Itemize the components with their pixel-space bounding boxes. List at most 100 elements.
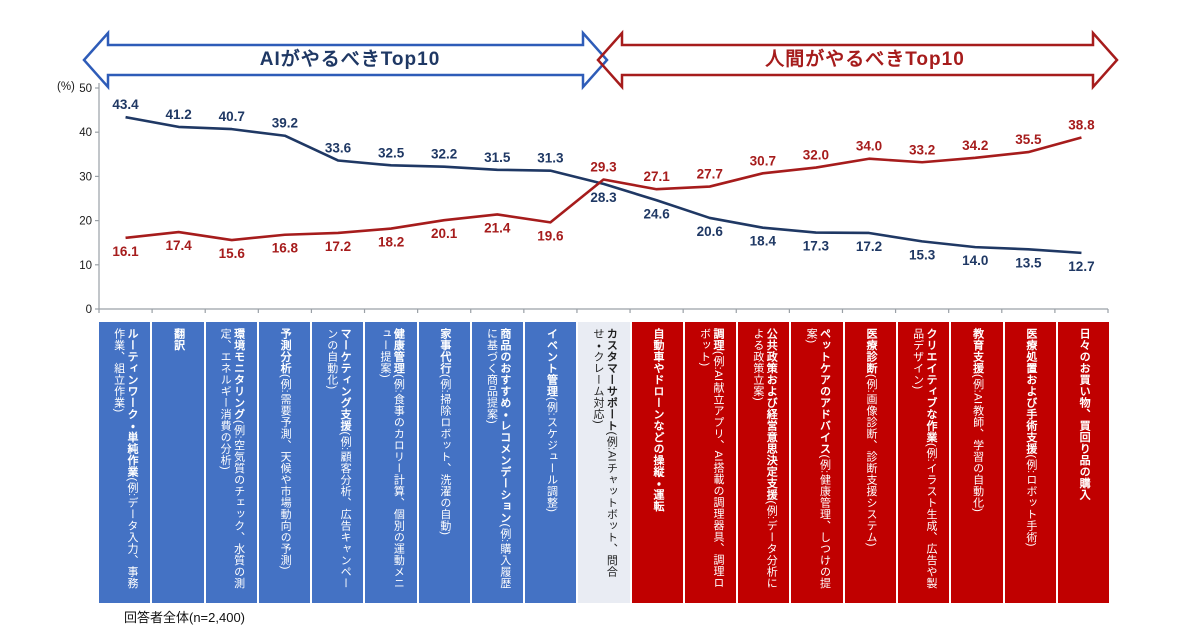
data-point-label: 29.3 — [590, 159, 617, 174]
category-desc: (例:購入履歴に基づく商品提案) — [485, 328, 511, 589]
category-box-ai: 環境モニタリング(例:空気質のチェック、水質の測定、エネルギー消費の分析) — [205, 322, 257, 603]
category-box-human: 教育支援(例:AI教師、学習の自動化) — [951, 322, 1003, 603]
category-desc: (例:掃除ロボット、洗濯の自動) — [438, 374, 451, 536]
category-desc: (例:AIチャットボット、問合せ・クレーム対応) — [592, 328, 618, 578]
category-title: 教育支援 — [971, 328, 984, 374]
data-point-label: 38.8 — [1068, 118, 1095, 133]
category-desc: (例:需要予測、天候や市場動向の予測) — [279, 374, 292, 570]
data-point-label: 27.7 — [697, 167, 723, 182]
data-point-label: 32.5 — [378, 145, 405, 160]
data-point-label: 27.1 — [643, 169, 670, 184]
category-desc: (例:空気質のチェック、水質の測定、エネルギー消費の分析) — [219, 328, 245, 589]
category-desc: (例:AI教師、学習の自動化) — [971, 374, 984, 513]
category-box-human: ペットケアのアドバイス(例:健康管理、しつけの提案) — [791, 322, 843, 603]
category-title: 公共政策および経営意思決定支援 — [765, 328, 778, 501]
category-title: 自動車やドローンなどの操縦・運転 — [651, 328, 664, 512]
category-label: 自動車やドローンなどの操縦・運転 — [651, 328, 664, 512]
category-box-human: 公共政策および経営意思決定支援(例:データ分析による政策立案) — [738, 322, 790, 603]
category-title: 環境モニタリング — [232, 328, 245, 420]
category-label: ルーティンワーク・単純作業(例:データ入力、事務作業、組立作業) — [111, 328, 138, 596]
category-box-ai: 商品のおすすめ・レコメンデーション(例:購入履歴に基づく商品提案) — [471, 322, 524, 603]
ai-series-line — [125, 115, 1082, 255]
y-tick-label: 10 — [79, 260, 92, 272]
category-title: ペットケアのアドバイス — [818, 328, 831, 455]
data-point-label: 20.1 — [431, 226, 458, 241]
category-box-human: クリエイティブな作業(例:イラスト生成、広告や製品デザイン) — [897, 322, 950, 603]
category-desc: (例:スケジュール調整) — [545, 397, 558, 513]
data-point-label: 16.1 — [112, 244, 139, 259]
y-tick-label: 20 — [79, 216, 92, 228]
category-desc: (例:健康管理、しつけの提案) — [805, 328, 831, 589]
category-label: 医療診断(例:画像診断、診断支援システム) — [864, 328, 877, 547]
category-desc: (例:ロボット手術) — [1024, 454, 1037, 547]
human-series-line — [125, 136, 1082, 242]
data-point-label: 13.5 — [1015, 255, 1042, 270]
data-point-label: 15.3 — [909, 247, 936, 262]
y-tick-label: 0 — [86, 304, 92, 316]
category-title: 調理 — [711, 328, 724, 351]
category-label: 公共政策および経営意思決定支援(例:データ分析による政策立案) — [750, 328, 777, 596]
category-label: 商品のおすすめ・レコメンデーション(例:購入履歴に基づく商品提案) — [484, 328, 511, 596]
category-desc: (例:データ入力、事務作業、組立作業) — [112, 328, 139, 589]
ai-top10-arrow-icon — [82, 29, 609, 91]
ai-top10-arrow-label: AIがやるべきTop10 — [259, 49, 441, 70]
category-title: 日々のお買い物、買回り品の購入 — [1078, 328, 1091, 501]
data-point-label: 24.6 — [643, 206, 670, 221]
data-point-label: 17.2 — [325, 239, 351, 254]
category-label: 翻訳 — [171, 328, 185, 351]
data-point-label: 43.4 — [112, 97, 139, 112]
data-point-label: 19.6 — [537, 228, 564, 243]
data-point-label: 18.2 — [378, 235, 404, 250]
category-title: 健康管理 — [392, 328, 405, 374]
category-label: 健康管理(例:食事のカロリー計算、個別の運動メニュー提案) — [378, 328, 405, 596]
data-point-label: 14.0 — [962, 253, 988, 268]
category-desc: (例:食事のカロリー計算、個別の運動メニュー提案) — [378, 328, 405, 589]
category-title: ルーティンワーク・単純作業 — [126, 328, 139, 478]
data-point-label: 33.2 — [909, 142, 935, 157]
category-desc: (例:イラスト生成、広告や製品デザイン) — [911, 328, 938, 589]
category-title: 医療診断 — [865, 328, 878, 374]
category-desc: (例:顧客分析、広告キャンペーンの自動化) — [325, 328, 352, 589]
category-box-ai: ルーティンワーク・単純作業(例:データ入力、事務作業、組立作業) — [99, 322, 151, 603]
category-box-ai: 健康管理(例:食事のカロリー計算、個別の運動メニュー提案) — [365, 322, 417, 603]
category-box-human: 医療処置および手術支援(例:ロボット手術) — [1004, 322, 1056, 603]
data-point-label: 17.3 — [803, 239, 830, 254]
data-point-label: 41.2 — [166, 107, 192, 122]
data-point-label: 30.7 — [750, 153, 776, 168]
y-tick-label: 30 — [79, 171, 92, 183]
category-box-human: 医療診断(例:画像診断、診断支援システム) — [844, 322, 896, 603]
category-title: 医療処置および手術支援 — [1024, 328, 1037, 455]
category-title: カスタマーサポート — [605, 328, 618, 432]
data-point-label: 21.4 — [484, 220, 511, 235]
category-title: イベント管理 — [545, 328, 558, 397]
category-box-neutral: カスタマーサポート(例:AIチャットボット、問合せ・クレーム対応) — [578, 322, 630, 603]
category-label: マーケティング支援(例:顧客分析、広告キャンペーンの自動化) — [324, 328, 351, 596]
sample-size-caption: 回答者全体(n=2,400) — [124, 610, 246, 625]
data-point-label: 12.7 — [1068, 259, 1094, 274]
data-point-label: 17.4 — [166, 238, 193, 253]
category-desc: (例:データ分析による政策立案) — [751, 328, 778, 589]
category-label: 日々のお買い物、買回り品の購入 — [1077, 328, 1090, 501]
category-title: マーケティング支援 — [339, 328, 352, 432]
data-point-label: 40.7 — [219, 109, 245, 124]
data-point-label: 33.6 — [325, 140, 352, 155]
data-point-label: 31.3 — [537, 151, 564, 166]
category-title: 家事代行 — [438, 328, 451, 374]
data-point-label: 17.2 — [856, 239, 882, 254]
category-title: クリエイティブな作業 — [925, 328, 938, 443]
category-box-ai: マーケティング支援(例:顧客分析、広告キャンペーンの自動化) — [312, 322, 364, 603]
data-point-label: 28.3 — [590, 190, 617, 205]
category-label: 予測分析(例:需要予測、天候や市場動向の予測) — [278, 328, 291, 570]
category-label: 調理(例:AI献立アプリ、AI搭載の調理器具、調理ロボット) — [697, 328, 724, 596]
category-box-ai: イベント管理(例:スケジュール調整) — [525, 322, 577, 603]
category-label: 家事代行(例:掃除ロボット、洗濯の自動) — [438, 328, 451, 535]
category-label: 環境モニタリング(例:空気質のチェック、水質の測定、エネルギー消費の分析) — [218, 328, 245, 596]
category-label: クリエイティブな作業(例:イラスト生成、広告や製品デザイン) — [910, 328, 937, 596]
data-point-label: 18.4 — [750, 234, 777, 249]
category-box-human: 自動車やドローンなどの操縦・運転 — [631, 322, 683, 603]
category-title: 翻訳 — [172, 328, 185, 351]
data-point-label: 32.2 — [431, 147, 457, 162]
